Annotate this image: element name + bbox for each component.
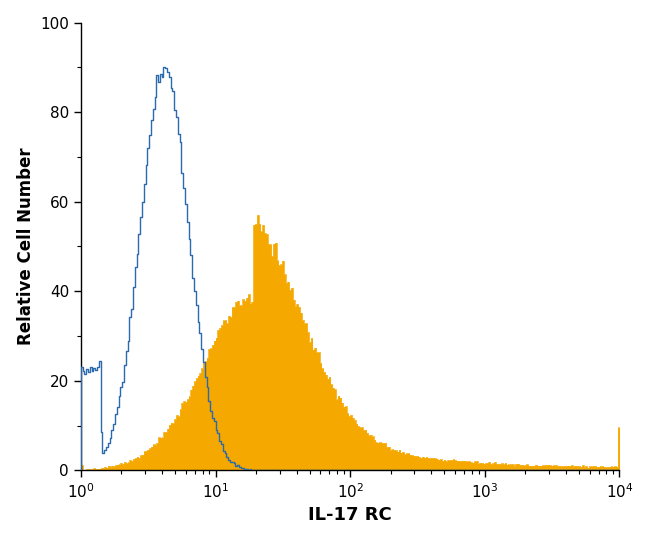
Y-axis label: Relative Cell Number: Relative Cell Number — [17, 148, 34, 345]
X-axis label: IL-17 RC: IL-17 RC — [308, 506, 392, 524]
